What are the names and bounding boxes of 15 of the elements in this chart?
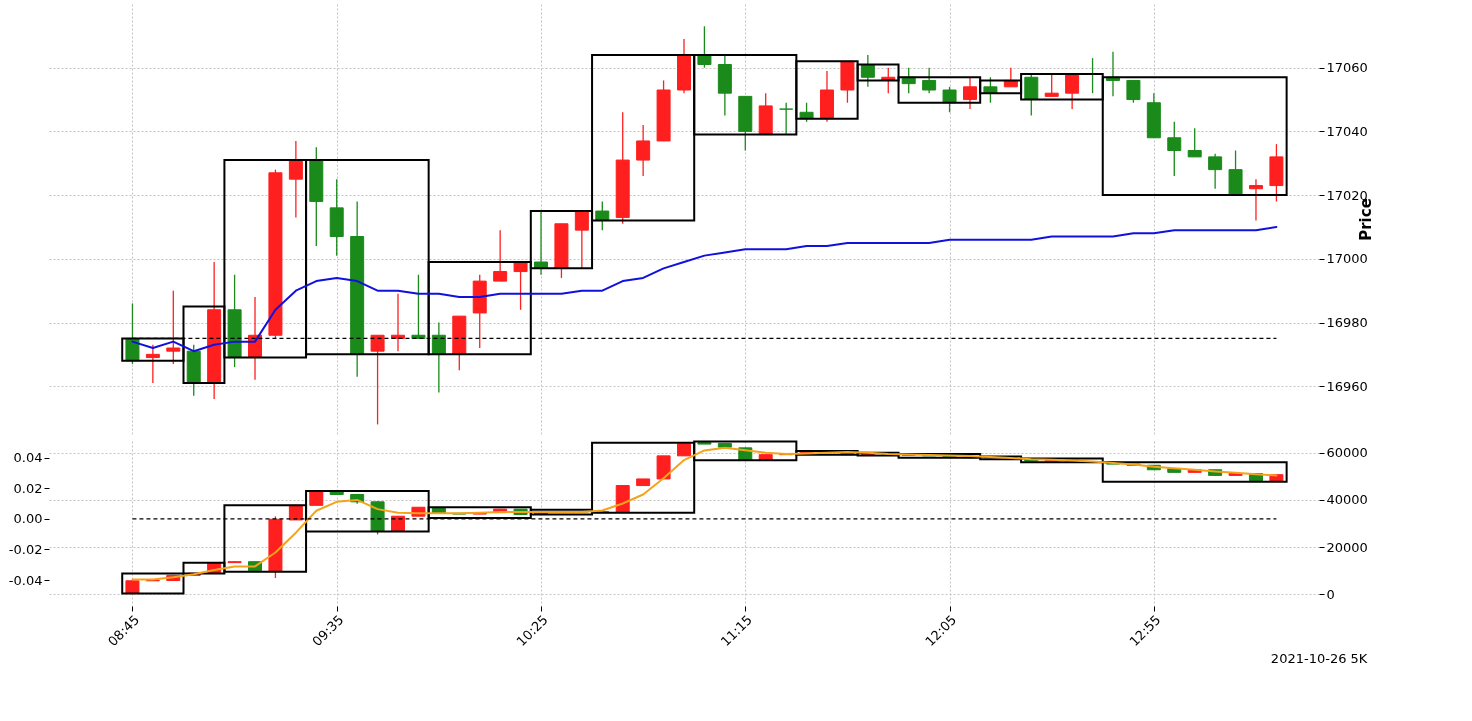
y-tick-label: 60000 [1326, 445, 1368, 461]
y2-tick-label: -0.02 [8, 541, 43, 557]
y2-tick-label: 0.04 [13, 450, 43, 466]
y-tick-label: 17040 [1326, 123, 1368, 139]
y-tick-label: 0 [1326, 586, 1335, 602]
y2-tick-label: -0.04 [8, 572, 43, 588]
y-tick-label: 40000 [1326, 492, 1368, 508]
y-tick-label: 16960 [1326, 378, 1368, 394]
y-tick-label: 17000 [1326, 251, 1368, 267]
text: 2021-10-26 5K [1270, 650, 1368, 666]
y2-tick-label: 0.02 [13, 480, 43, 496]
y-tick-label: 20000 [1326, 539, 1368, 555]
y-tick-label: 17060 [1326, 60, 1368, 76]
y2-tick-label: 0.00 [13, 511, 43, 527]
y-tick-label: 16980 [1326, 315, 1368, 331]
